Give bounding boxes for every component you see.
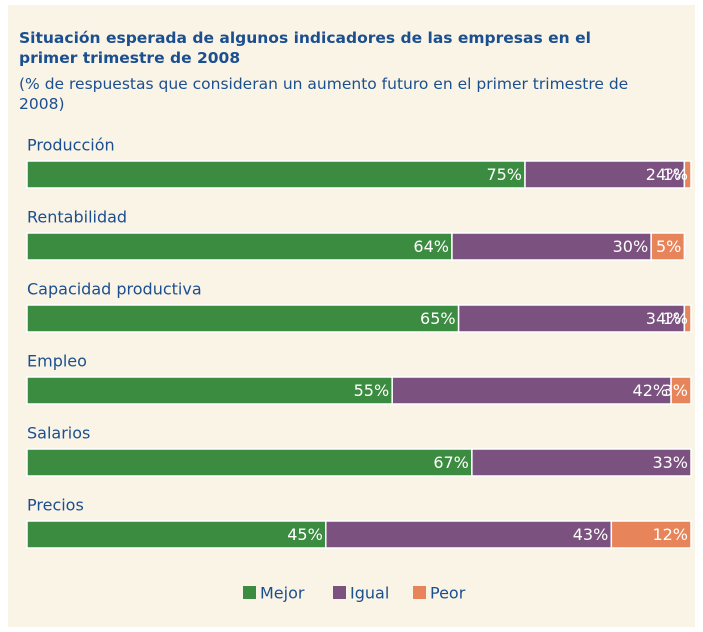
- bar-segment: [650, 232, 686, 261]
- value-label: 5%: [656, 237, 681, 256]
- value-label: 33%: [652, 453, 688, 472]
- bar-segment: [26, 520, 327, 549]
- value-label: 42%: [633, 381, 669, 400]
- bar-segment: [26, 448, 473, 477]
- bar-segment: [670, 376, 692, 405]
- value-label: 45%: [287, 525, 323, 544]
- value-label: 3%: [663, 381, 688, 400]
- value-label: 1%: [663, 165, 688, 184]
- value-label: 55%: [354, 381, 390, 400]
- chart-title: Situación esperada de algunos indicadore…: [19, 29, 591, 67]
- value-label: 43%: [573, 525, 609, 544]
- bar-segment: [683, 160, 692, 189]
- category-label: Salarios: [27, 424, 90, 443]
- bar-segment: [610, 520, 692, 549]
- bar-segment: [26, 160, 526, 189]
- value-label: 24%: [646, 165, 682, 184]
- bar-segment: [451, 232, 652, 261]
- bar-segment: [524, 160, 686, 189]
- legend-label: Mejor: [260, 584, 305, 603]
- bar-segment: [26, 304, 460, 333]
- legend-label: Peor: [430, 584, 466, 603]
- category-label: Precios: [27, 496, 84, 515]
- legend-label: Igual: [350, 584, 389, 603]
- value-label: 64%: [413, 237, 449, 256]
- bar-segment: [325, 520, 613, 549]
- chart-subtitle: (% de respuestas que consideran un aumen…: [19, 75, 629, 113]
- value-label: 12%: [652, 525, 688, 544]
- value-label: 30%: [613, 237, 649, 256]
- category-label: Rentabilidad: [27, 208, 127, 227]
- bar-segment: [391, 376, 672, 405]
- bar-segment: [26, 376, 393, 405]
- value-label: 75%: [486, 165, 522, 184]
- legend-swatch: [413, 586, 426, 599]
- value-label: 34%: [646, 309, 682, 328]
- legend-swatch: [333, 586, 346, 599]
- bar-segment: [683, 304, 692, 333]
- category-label: Capacidad productiva: [27, 280, 202, 299]
- legend-swatch: [243, 586, 256, 599]
- bar-segment: [26, 232, 453, 261]
- bar-segment: [457, 304, 686, 333]
- value-label: 1%: [663, 309, 688, 328]
- category-label: Empleo: [27, 352, 87, 371]
- category-label: Producción: [27, 136, 115, 155]
- bar-segment: [471, 448, 692, 477]
- value-label: 65%: [420, 309, 456, 328]
- value-label: 67%: [433, 453, 469, 472]
